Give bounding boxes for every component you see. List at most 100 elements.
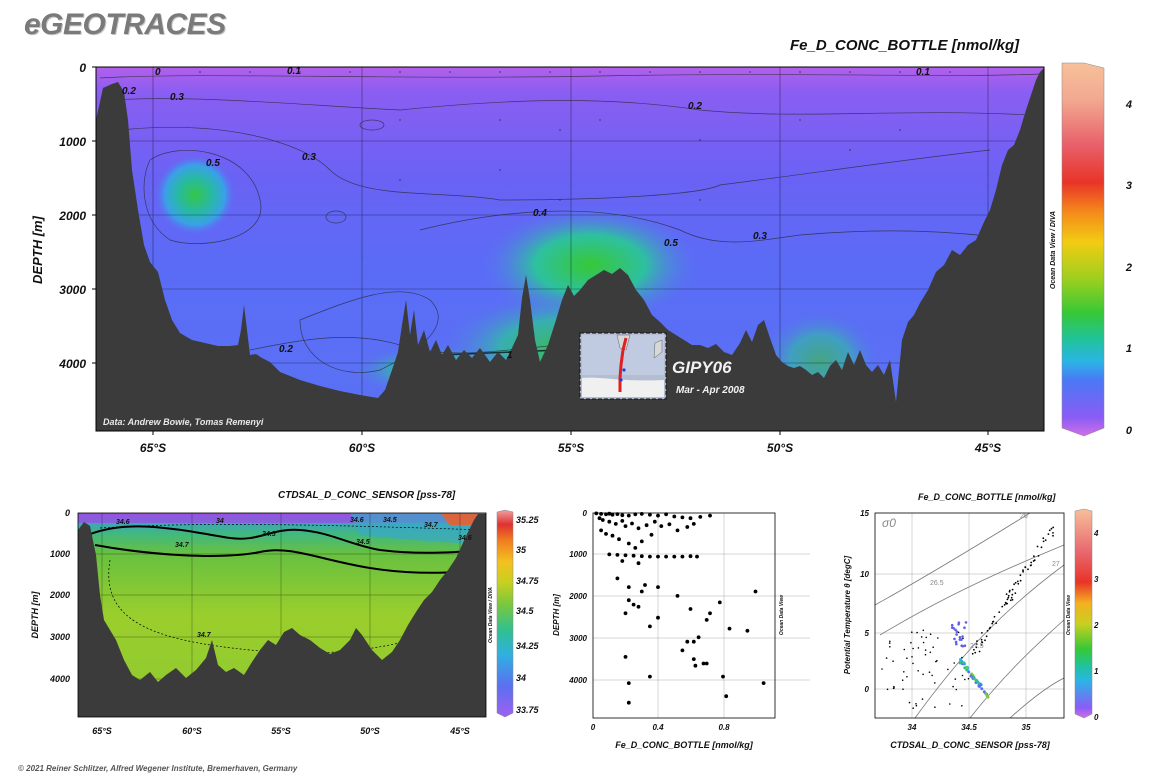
ts-point [931, 674, 933, 677]
scatter-point [656, 554, 660, 559]
ts-point [960, 638, 963, 641]
scatter-point [701, 661, 706, 666]
scatter-point [639, 539, 644, 544]
ts-point [911, 656, 913, 658]
ts-point [986, 629, 989, 632]
contour-label: 0.2 [279, 344, 293, 355]
main-colorbar-tick: 4 [1125, 99, 1132, 111]
ts-point [954, 640, 958, 644]
main-colorbar-tick: 0 [1126, 425, 1133, 437]
scatter-point [675, 528, 680, 533]
ts-point [1019, 574, 1022, 577]
ts-point [954, 628, 957, 632]
sal-contour-label: 34 [216, 518, 224, 525]
ts-point [1052, 534, 1054, 537]
ts-diagram: σ0 26 26.5 27 27.5 34 34.5 35 15 10 5 0 … [843, 508, 1099, 750]
scatter-point [626, 585, 631, 589]
scatter-point [620, 559, 625, 563]
main-x-tick: 45°S [974, 441, 1001, 455]
scatter-point [623, 553, 628, 558]
scatter-point [753, 589, 758, 594]
main-y-tick: 3000 [59, 283, 86, 297]
ts-x-tick: 35 [1022, 723, 1031, 732]
ts-point [916, 631, 918, 634]
scatter-point [636, 561, 641, 566]
sal-x-tick: 65°S [92, 726, 112, 736]
ts-point [952, 627, 955, 630]
ts-point [1044, 539, 1047, 541]
scatter-point [607, 552, 612, 557]
main-chart-title: Fe_D_CONC_BOTTLE [nmol/kg] [790, 37, 1020, 54]
ts-chart-title: Fe_D_CONC_BOTTLE [nmol/kg] [918, 492, 1056, 502]
ts-point [963, 666, 967, 670]
ts-point [963, 644, 967, 647]
scatter-point [599, 528, 603, 533]
ts-colorbar [1074, 508, 1093, 719]
scatter-point [594, 511, 599, 516]
ts-point [1014, 581, 1017, 584]
ts-point [934, 682, 936, 684]
scatter-point [761, 681, 766, 685]
sal-x-tick: 60°S [182, 726, 202, 736]
sal-colorbar-tick: 35.25 [516, 515, 540, 525]
scatter-point [631, 602, 636, 607]
main-colorbar-tick: 2 [1125, 262, 1132, 274]
ts-point [920, 636, 923, 638]
scatter-point [656, 513, 660, 518]
sal-contour-label: 34.7 [175, 542, 190, 549]
ts-point [1050, 527, 1053, 530]
inset-cruise-dates: Mar - Apr 2008 [676, 385, 745, 396]
salinity-chart-title: CTDSAL_D_CONC_SENSOR [pss-78] [278, 490, 456, 501]
scatter-point [639, 512, 644, 516]
sal-odv-label: Ocean Data View / DIVA [488, 587, 494, 643]
ts-point [957, 631, 960, 634]
main-x-tick: 65°S [140, 441, 166, 455]
ts-point [998, 611, 1001, 613]
scatter-point [664, 512, 668, 517]
ts-point [955, 630, 959, 633]
main-y-tick: 4000 [58, 357, 86, 371]
ts-point [912, 647, 914, 650]
sal-colorbar-tick: 34.75 [516, 576, 540, 586]
scatter-point [620, 513, 625, 518]
ts-point [995, 622, 998, 624]
ts-y-axis-label: Potential Temperature θ [degC] [843, 555, 852, 674]
scatter-point [615, 512, 620, 516]
density-label: 27.5 [970, 643, 984, 650]
scatter-point [643, 583, 647, 587]
scatter-point [607, 519, 612, 524]
ts-point [885, 657, 888, 659]
inset-map [579, 332, 667, 400]
sal-y-tick: 4000 [49, 674, 70, 684]
ts-point [1030, 564, 1032, 566]
data-credit: Data: Andrew Bowie, Tomas Remenyi [103, 417, 264, 427]
scatter-point [698, 515, 703, 519]
ts-point [903, 671, 905, 673]
ts-point [1007, 594, 1010, 597]
ts-colorbar-tick: 4 [1093, 529, 1099, 538]
scatter-point [656, 615, 660, 620]
fe-x-axis-label: Fe_D_CONC_BOTTLE [nmol/kg] [615, 740, 754, 750]
scatter-point [672, 554, 677, 559]
ts-point [932, 646, 934, 648]
ts-point [1052, 526, 1055, 529]
main-x-tick: 60°S [349, 441, 375, 455]
ts-point [985, 694, 989, 698]
ts-point [1013, 583, 1015, 586]
scatter-point [604, 532, 608, 536]
fe-y-axis-label: DEPTH [m] [552, 594, 561, 636]
scatter-point [600, 518, 605, 522]
sal-y-tick: 0 [65, 508, 70, 518]
ts-point [911, 631, 913, 633]
ts-point [955, 633, 958, 636]
scatter-point [745, 628, 750, 633]
ts-point [1005, 593, 1008, 595]
ts-point [981, 641, 983, 643]
ts-point [949, 703, 951, 705]
scatter-point [633, 546, 638, 550]
sal-contour-label: 34.5 [383, 517, 397, 524]
ts-point [903, 648, 906, 651]
ts-point [980, 687, 984, 691]
ts-point [908, 701, 911, 704]
scatter-point [620, 519, 625, 523]
